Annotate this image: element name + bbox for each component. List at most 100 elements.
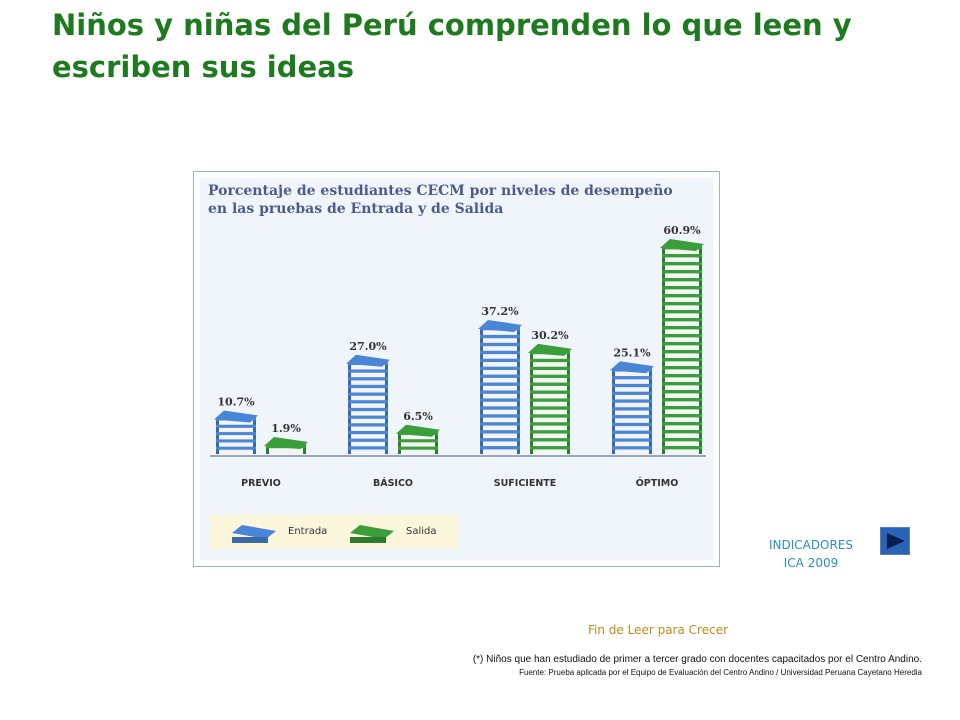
slide-title: Niños y niñas del Perú comprenden lo que…	[52, 8, 852, 84]
bar-entrada-3-book	[612, 422, 652, 427]
bar-salida-3-book	[662, 438, 702, 442]
bar-salida-3-book	[662, 286, 702, 290]
indicators-link[interactable]: INDICADORES ICA 2009	[752, 536, 870, 572]
bar-salida-2-book	[530, 358, 570, 363]
bar-entrada-3-book	[612, 438, 652, 442]
bar-salida-3-book	[662, 326, 702, 330]
bar-salida-2-book	[530, 406, 570, 410]
bar-salida-3-book	[662, 406, 702, 410]
bar-salida-3-book	[662, 382, 702, 386]
bar-salida-3-book	[662, 334, 702, 338]
bar-salida-1-cover	[396, 424, 440, 437]
category-label-0: PREVIO	[241, 478, 281, 489]
bar-entrada-2-book	[480, 350, 520, 355]
chart-plot: 10.7% 1.9% PREVIO 27.0% 6.5% BÁSICO 37.2% 30.2%…	[210, 224, 706, 543]
bar-entrada-2-book	[480, 414, 520, 418]
bar-salida-3-book	[662, 422, 702, 426]
indicators-label-line-1: INDICADORES	[768, 538, 854, 552]
bar-salida-2-book	[530, 438, 570, 442]
bar-entrada-0-cover	[214, 410, 258, 423]
bar-salida-2-book	[530, 446, 570, 450]
bar-entrada-2-book	[480, 334, 520, 339]
bar-entrada-2-book	[480, 438, 520, 442]
bar-entrada-1-book	[348, 430, 388, 435]
bar-salida-2-book	[530, 430, 570, 434]
bar-entrada-2-book	[480, 366, 520, 370]
bar-entrada-3-book	[612, 376, 652, 380]
category-label-2: SUFICIENTE	[494, 478, 557, 489]
bar-entrada-3-book	[612, 446, 652, 450]
bar-salida-2-cover	[528, 343, 572, 356]
bar-entrada-3-book	[612, 407, 652, 411]
bar-salida-1-book	[398, 439, 438, 443]
data-label-entrada-2: 37.2%	[481, 305, 519, 318]
data-label-entrada-1: 27.0%	[349, 340, 387, 353]
bar-salida-2-book	[530, 382, 570, 386]
bar-salida-3-book	[662, 294, 702, 298]
next-slide-button[interactable]	[880, 527, 910, 555]
bar-salida-3-book	[662, 270, 702, 274]
chart-title: Porcentaje de estudiantes CECM por nivel…	[208, 182, 688, 218]
bar-salida-2-book	[530, 390, 570, 394]
bar-entrada-3-book	[612, 415, 652, 419]
bar-entrada-1-book	[348, 446, 388, 450]
chart-frame: Entrada Salida 10.7% 1.9% PREVIO 27.0% 6.5% B…	[193, 171, 720, 567]
bar-entrada-3-book	[612, 399, 652, 403]
bar-salida-3-book	[662, 398, 702, 402]
bar-entrada-2-book	[480, 374, 520, 378]
data-label-salida-3: 60.9%	[663, 224, 701, 237]
footnote: (*) Niños que han estudiado de primer a …	[472, 654, 922, 665]
bar-entrada-2-book	[480, 446, 520, 450]
bar-salida-3-book	[662, 414, 702, 418]
data-label-entrada-3: 25.1%	[613, 346, 651, 359]
bar-entrada-1-book	[348, 407, 388, 412]
play-arrow-icon	[887, 533, 905, 549]
bar-entrada-1-book	[348, 438, 388, 442]
bar-entrada-1-book	[348, 392, 388, 396]
data-label-entrada-0: 10.7%	[217, 395, 255, 408]
data-label-salida-0: 1.9%	[271, 422, 301, 435]
data-label-salida-2: 30.2%	[531, 329, 569, 342]
bar-entrada-2-book	[480, 406, 520, 410]
bar-entrada-1-book	[348, 400, 388, 404]
legend-swatch-entrada-spine	[232, 537, 268, 543]
bar-entrada-2-book	[480, 430, 520, 434]
bar-salida-1-book	[398, 446, 438, 450]
bar-salida-3-book	[662, 390, 702, 394]
end-note: Fin de Leer para Crecer	[588, 623, 729, 637]
legend-label-entrada: Entrada	[288, 526, 328, 537]
bar-salida-3-book	[662, 254, 702, 258]
bar-salida-3-book	[662, 302, 702, 306]
legend-swatch-salida-spine	[350, 537, 386, 543]
bar-entrada-3-book	[612, 430, 652, 434]
bar-entrada-1-book	[348, 369, 388, 373]
bar-salida-3-book	[662, 374, 702, 378]
bar-entrada-2-book	[480, 382, 520, 386]
bar-salida-3-book	[662, 278, 702, 282]
indicators-label-line-2: ICA 2009	[783, 556, 839, 570]
bar-salida-3-book	[662, 446, 702, 450]
bar-salida-2-book	[530, 366, 570, 371]
chart-title-line-1: Porcentaje de estudiantes CECM por nivel…	[208, 183, 673, 199]
bar-salida-3-book	[662, 358, 702, 362]
bar-entrada-3-book	[612, 383, 652, 388]
legend-swatch-salida	[350, 525, 394, 539]
bar-entrada-0-book	[216, 439, 256, 443]
bar-salida-3-book	[662, 350, 702, 354]
bar-salida-0-pages	[269, 444, 303, 454]
bar-salida-3-book	[662, 310, 702, 314]
bar-entrada-1-cover	[346, 354, 390, 367]
bar-salida-2-book	[530, 398, 570, 402]
category-label-1: BÁSICO	[373, 477, 413, 489]
bar-entrada-2-book	[480, 342, 520, 347]
bar-salida-3-book	[662, 342, 702, 346]
bar-entrada-2-cover	[478, 319, 522, 332]
bar-entrada-2-book	[480, 398, 520, 402]
bar-entrada-1-book	[348, 415, 388, 419]
bar-salida-2-book	[530, 422, 570, 426]
bar-entrada-0-book	[216, 446, 256, 450]
legend-swatch-entrada	[232, 525, 276, 539]
category-label-3: ÓPTIMO	[636, 477, 679, 489]
bar-entrada-0-book	[216, 424, 256, 428]
bar-entrada-1-book	[348, 423, 388, 427]
